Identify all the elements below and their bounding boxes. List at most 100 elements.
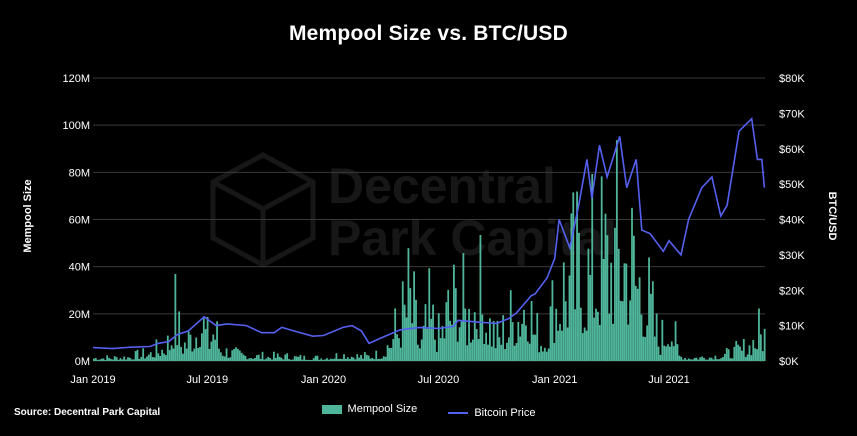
- mempool-bar: [667, 344, 669, 361]
- mempool-bar: [218, 348, 220, 361]
- mempool-bar: [498, 337, 501, 361]
- mempool-bar: [663, 345, 666, 361]
- mempool-bar: [246, 359, 249, 361]
- mempool-bar: [403, 304, 406, 361]
- mempool-bar: [519, 336, 522, 361]
- x-axis: Jan 2019 Jul 2019 Jan 2020 Jul 2020 Jan 2021…: [70, 374, 689, 386]
- mempool-bar: [687, 358, 690, 361]
- mempool-bar: [182, 353, 184, 361]
- mempool-bar: [451, 324, 453, 361]
- mempool-bar: [536, 312, 539, 361]
- mempool-bar: [418, 348, 421, 361]
- mempool-bar: [540, 345, 542, 361]
- mempool-bar: [221, 355, 224, 361]
- mempool-bar: [291, 359, 294, 361]
- mempool-bar: [614, 227, 616, 361]
- mempool-bar: [248, 358, 251, 361]
- mempool-bar: [326, 358, 328, 361]
- mempool-bar: [651, 281, 654, 361]
- mempool-bar: [615, 140, 618, 361]
- y-axis-left-label: Mempool Size: [22, 179, 34, 252]
- mempool-bar: [379, 358, 381, 361]
- mempool-bar: [507, 337, 510, 361]
- mempool-bar: [240, 352, 243, 361]
- mempool-bar: [237, 348, 239, 361]
- mempool-bar: [754, 348, 757, 361]
- mempool-bars: [93, 140, 766, 361]
- mempool-bar: [255, 355, 258, 361]
- mempool-bar: [399, 347, 402, 361]
- mempool-bar: [276, 353, 279, 361]
- mempool-bar: [407, 248, 410, 361]
- mempool-bar: [140, 356, 143, 361]
- mempool-bar: [327, 359, 330, 361]
- mempool-bar: [729, 358, 732, 361]
- mempool-bar: [579, 307, 582, 361]
- mempool-bar: [460, 321, 463, 361]
- mempool-bar: [159, 355, 162, 361]
- mempool-bar: [392, 339, 395, 361]
- mempool-bar: [108, 357, 110, 361]
- mempool-bar: [235, 347, 237, 361]
- y-left-tick-label: 80M: [69, 167, 90, 179]
- mempool-bar: [282, 359, 285, 361]
- mempool-bar: [606, 235, 609, 361]
- mempool-bar: [494, 348, 497, 361]
- mempool-bar: [293, 356, 296, 361]
- mempool-bar: [409, 288, 412, 361]
- mempool-bar: [528, 343, 531, 361]
- mempool-bar: [466, 345, 469, 361]
- mempool-bar: [278, 356, 281, 361]
- mempool-bar: [358, 357, 361, 361]
- mempool-bar: [600, 176, 603, 361]
- mempool-bar: [587, 248, 590, 361]
- mempool-bar: [619, 300, 622, 361]
- mempool-bar: [725, 348, 728, 361]
- mempool-bar: [682, 359, 685, 361]
- mempool-bar: [625, 263, 628, 361]
- mempool-bar: [640, 314, 643, 361]
- y-axis-right-label: BTC/USD: [826, 192, 838, 241]
- mempool-bar: [701, 356, 704, 361]
- mempool-bar: [297, 356, 300, 361]
- mempool-bar: [490, 346, 493, 361]
- mempool-bar: [333, 358, 336, 361]
- mempool-bar: [335, 353, 338, 361]
- y-right-tick-label: $40K: [779, 215, 805, 227]
- mempool-bar: [384, 356, 387, 361]
- mempool-bar: [489, 318, 491, 361]
- mempool-bar: [462, 253, 465, 361]
- mempool-bar: [176, 345, 179, 361]
- mempool-bar: [345, 358, 347, 361]
- mempool-bar: [449, 320, 452, 361]
- mempool-bar: [263, 359, 266, 361]
- mempool-bar: [650, 293, 652, 361]
- mempool-bar: [382, 356, 385, 361]
- mempool-bar: [742, 339, 745, 361]
- mempool-bar: [720, 358, 722, 361]
- mempool-bar: [691, 359, 694, 361]
- mempool-bar: [320, 358, 323, 361]
- mempool-bar: [695, 357, 698, 361]
- mempool-bar: [653, 336, 656, 361]
- bitcoin-price-line: [92, 117, 766, 350]
- mempool-bar: [238, 350, 241, 361]
- mempool-bar: [138, 358, 141, 361]
- mempool-bar: [420, 339, 423, 361]
- mempool-bar: [280, 357, 283, 361]
- mempool-bar: [453, 264, 455, 361]
- y-right-tick-label: $80K: [779, 73, 805, 85]
- mempool-bar: [288, 359, 290, 361]
- mempool-bar: [170, 345, 173, 361]
- legend-label-price: Bitcoin Price: [474, 406, 536, 419]
- mempool-bar: [468, 309, 470, 361]
- mempool-bar: [174, 273, 177, 361]
- mempool-bar: [161, 349, 164, 361]
- mempool-bar: [471, 339, 474, 361]
- mempool-bar: [365, 354, 368, 361]
- mempool-bar: [672, 346, 675, 361]
- mempool-bar: [316, 355, 319, 361]
- mempool-bar: [612, 323, 614, 361]
- mempool-bar: [348, 358, 351, 361]
